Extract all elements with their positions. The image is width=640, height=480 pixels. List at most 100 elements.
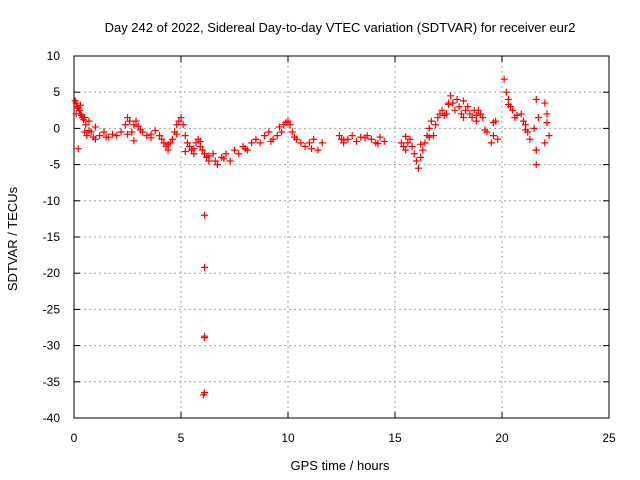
data-point bbox=[175, 117, 183, 125]
data-point bbox=[231, 146, 238, 154]
data-point bbox=[143, 132, 151, 140]
data-point bbox=[196, 137, 204, 145]
data-point bbox=[265, 128, 273, 136]
data-point bbox=[260, 132, 268, 140]
data-point bbox=[83, 132, 91, 140]
data-point bbox=[532, 161, 540, 169]
data-point bbox=[160, 139, 168, 147]
data-point bbox=[222, 150, 230, 158]
data-point bbox=[151, 127, 159, 135]
data-point bbox=[541, 99, 549, 107]
y-tick-label: -30 bbox=[43, 339, 61, 353]
data-point bbox=[509, 106, 517, 114]
data-point bbox=[113, 132, 121, 140]
data-point bbox=[453, 95, 461, 103]
data-point bbox=[117, 128, 125, 136]
data-point bbox=[201, 211, 209, 219]
y-tick-label: -35 bbox=[43, 375, 61, 389]
data-point bbox=[522, 126, 530, 134]
data-point bbox=[173, 121, 181, 129]
data-point bbox=[447, 92, 455, 100]
data-point bbox=[427, 117, 435, 125]
data-point bbox=[408, 143, 416, 150]
data-point bbox=[109, 130, 117, 138]
axis-ticks: 0 5 10 15 20 25 10 5 0 -5 -10 -15 -20 -25 -30 -35 -40 bbox=[43, 49, 616, 445]
data-point bbox=[513, 111, 521, 119]
data-point bbox=[226, 157, 234, 165]
data-point bbox=[479, 114, 487, 122]
x-tick-label: 10 bbox=[281, 431, 295, 445]
data-point bbox=[434, 114, 442, 122]
data-point bbox=[168, 135, 176, 143]
data-point bbox=[412, 157, 420, 165]
data-point bbox=[201, 150, 209, 158]
data-point bbox=[494, 135, 502, 143]
data-point bbox=[220, 155, 228, 163]
y-tick-label: -15 bbox=[43, 230, 61, 244]
data-point bbox=[430, 132, 438, 140]
data-point bbox=[517, 110, 525, 118]
data-point bbox=[121, 121, 129, 129]
data-point bbox=[402, 146, 410, 154]
data-point bbox=[380, 137, 388, 145]
data-point bbox=[288, 128, 296, 136]
data-point bbox=[318, 139, 326, 147]
data-point bbox=[126, 117, 134, 125]
data-point bbox=[72, 110, 80, 118]
data-point bbox=[256, 139, 264, 147]
data-point bbox=[290, 133, 298, 141]
x-tick-label: 0 bbox=[71, 431, 78, 445]
data-point bbox=[310, 135, 318, 143]
y-tick-label: 0 bbox=[53, 121, 60, 135]
data-point bbox=[376, 133, 384, 141]
data-point bbox=[186, 143, 194, 150]
data-point bbox=[158, 135, 166, 143]
data-point bbox=[489, 119, 497, 127]
data-point bbox=[241, 145, 249, 153]
data-point bbox=[201, 263, 209, 271]
data-point bbox=[543, 110, 551, 118]
x-tick-label: 20 bbox=[495, 431, 509, 445]
data-point bbox=[73, 103, 81, 111]
data-point bbox=[235, 150, 243, 158]
data-point bbox=[305, 139, 313, 147]
x-tick-label: 25 bbox=[602, 431, 616, 445]
data-point bbox=[209, 150, 217, 158]
data-point bbox=[504, 101, 512, 109]
data-point bbox=[211, 157, 219, 165]
data-point bbox=[464, 103, 472, 111]
data-point bbox=[75, 106, 83, 114]
data-point bbox=[466, 110, 474, 118]
x-tick-label: 5 bbox=[178, 431, 185, 445]
data-point bbox=[449, 99, 457, 107]
data-point bbox=[201, 334, 209, 342]
data-point bbox=[545, 132, 553, 140]
data-point bbox=[164, 140, 172, 148]
data-point bbox=[102, 133, 110, 141]
data-point bbox=[361, 134, 369, 142]
data-point bbox=[308, 145, 316, 153]
data-point bbox=[352, 137, 360, 145]
data-point bbox=[181, 148, 189, 156]
data-point bbox=[248, 139, 256, 147]
data-point bbox=[415, 164, 423, 172]
data-point bbox=[335, 132, 343, 140]
data-point bbox=[481, 126, 489, 134]
data-point bbox=[275, 123, 283, 131]
data-point bbox=[436, 110, 444, 118]
data-point bbox=[417, 140, 425, 148]
data-point bbox=[425, 124, 433, 132]
data-point bbox=[132, 117, 140, 125]
data-point bbox=[192, 139, 200, 147]
data-point bbox=[183, 139, 191, 147]
data-point bbox=[543, 119, 551, 127]
data-point bbox=[402, 132, 410, 140]
y-tick-label: 10 bbox=[47, 49, 61, 63]
data-point bbox=[76, 101, 84, 109]
data-point bbox=[297, 139, 305, 147]
data-point bbox=[81, 114, 89, 122]
data-point bbox=[417, 153, 425, 161]
data-point bbox=[445, 101, 452, 109]
data-point bbox=[348, 132, 356, 140]
data-point bbox=[474, 106, 482, 114]
